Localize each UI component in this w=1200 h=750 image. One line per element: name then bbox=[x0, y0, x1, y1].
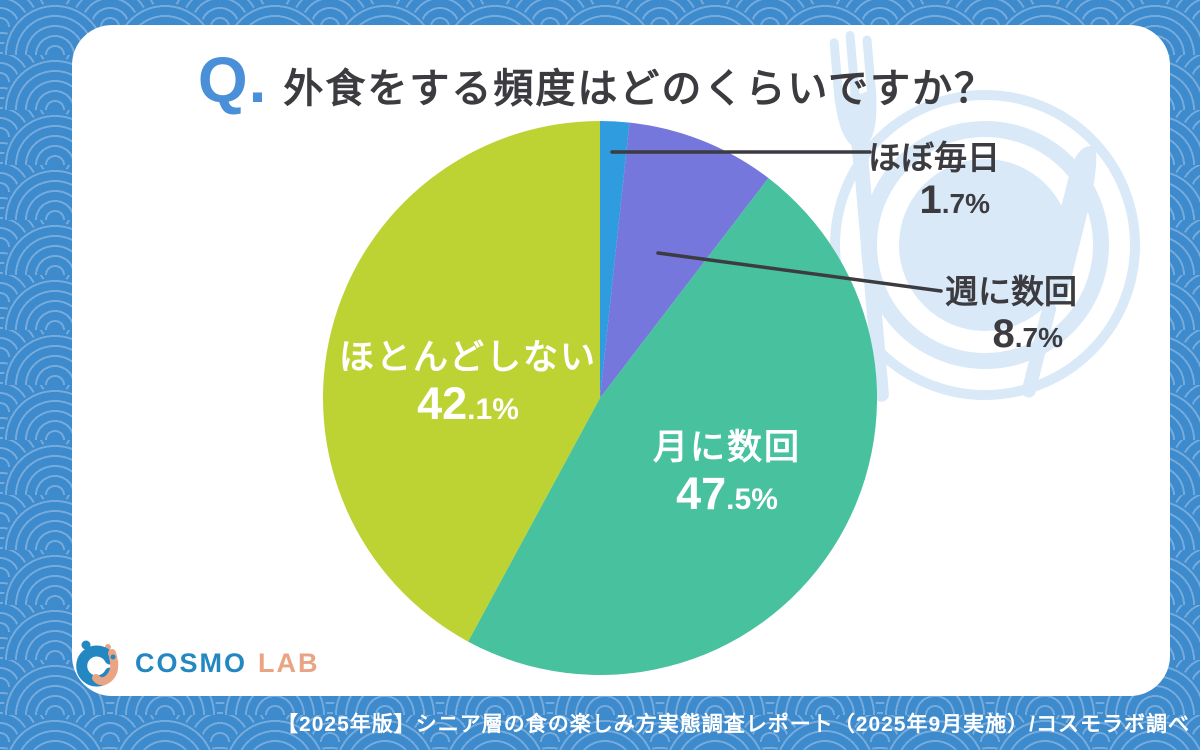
slice-label-text: 月に数回 bbox=[652, 428, 802, 467]
slice-label-value: 47.5% bbox=[676, 468, 778, 519]
pie-slice-3 bbox=[322, 121, 600, 642]
question-title: Q. 外食をする頻度はどのくらいですか？ bbox=[198, 43, 996, 117]
pie-slice-2 bbox=[468, 178, 878, 676]
slice-label-value: 1.7% bbox=[919, 178, 991, 222]
footer-caption: 【2025年版】シニア層の食の楽しみ方実態調査レポート（2025年9月実施）/コ… bbox=[277, 713, 1190, 736]
question-q-prefix: Q. bbox=[197, 44, 268, 116]
slice-label-rarely: ほとんどしない 42.1% bbox=[339, 336, 597, 428]
slice-label-value: 8.7% bbox=[992, 312, 1064, 356]
cosmo-lab-logo: COSMO LAB bbox=[74, 637, 320, 689]
slice-label-text: ほとんどしない bbox=[339, 338, 597, 377]
logo-text-cosmo: COSMO bbox=[135, 647, 248, 678]
content-card: Q. 外食をする頻度はどのくらいですか？ ほぼ毎日 1.7% 週に数回 8.7%… bbox=[72, 25, 1170, 696]
slice-label-almost-every-day: ほぼ毎日 1.7% bbox=[868, 138, 1000, 222]
cosmo-lab-logo-mark bbox=[76, 640, 119, 687]
logo-text-lab: LAB bbox=[258, 647, 320, 678]
pie-slice-0 bbox=[600, 121, 630, 398]
slice-label-few-times-a-month: 月に数回 47.5% bbox=[653, 426, 801, 518]
slice-label-text: 週に数回 bbox=[945, 273, 1077, 310]
question-text: 外食をする頻度はどのくらいですか？ bbox=[283, 67, 997, 111]
slice-label-text: ほぼ毎日 bbox=[868, 139, 1000, 176]
slice-label-few-times-a-week: 週に数回 8.7% bbox=[945, 272, 1077, 356]
slice-label-value: 42.1% bbox=[417, 378, 519, 429]
